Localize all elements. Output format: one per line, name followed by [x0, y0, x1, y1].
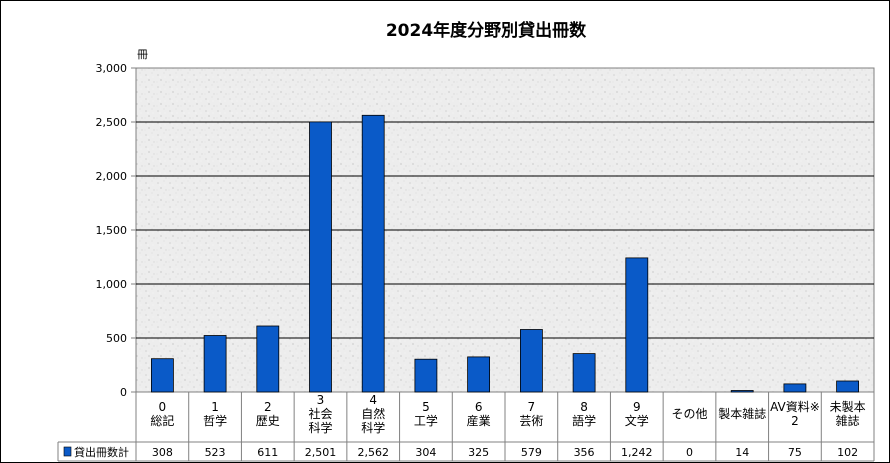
category-label: 科学 [361, 420, 385, 435]
category-label: 2 [264, 400, 272, 414]
category-label: 6 [475, 400, 483, 414]
category-label: 9 [633, 400, 641, 414]
category-label: 雑誌 [836, 413, 860, 428]
category-label: 自然 [361, 406, 385, 421]
bar [836, 380, 859, 393]
bar [414, 358, 438, 393]
legend-series-name: 貸出冊数計 [74, 445, 129, 459]
category-label: その他 [671, 407, 707, 421]
data-value-label: 1,242 [621, 446, 653, 459]
category-label: 2 [791, 414, 799, 428]
y-tick-label: 2,500 [96, 116, 128, 129]
category-label: 3 [317, 393, 325, 407]
bar [520, 329, 543, 393]
y-tick-label: 0 [120, 386, 127, 399]
bar [150, 358, 174, 393]
chart-title: 2024年度分野別貸出冊数 [386, 20, 587, 41]
category-label: 総記 [150, 413, 174, 428]
category-label: 8 [580, 400, 588, 414]
data-value-label: 523 [205, 446, 226, 459]
bar [625, 257, 649, 393]
data-value-label: 2,562 [357, 446, 389, 459]
category-label: 文学 [625, 413, 649, 428]
data-value-label: 611 [257, 446, 278, 459]
data-value-label: 0 [686, 446, 693, 459]
category-label: 未製本 [830, 400, 866, 414]
category-label: 製本雑誌 [718, 406, 766, 421]
category-label: 0 [159, 400, 167, 414]
data-value-label: 2,501 [305, 446, 337, 459]
category-label: 哲学 [203, 413, 227, 428]
bars [150, 114, 859, 393]
bar [467, 356, 491, 393]
bar [203, 335, 227, 393]
y-axis-ticks: 0 500 1,000 1,500 2,000 2,500 3,000 [96, 62, 136, 399]
bar [730, 390, 754, 393]
y-tick-label: 500 [106, 332, 127, 345]
bar [783, 383, 807, 393]
data-value-label: 102 [837, 446, 858, 459]
category-label: 産業 [467, 413, 491, 428]
y-tick-label: 2,000 [96, 170, 128, 183]
category-label: AV資料※ [770, 400, 820, 414]
category-label: 5 [422, 400, 430, 414]
bar [309, 121, 332, 393]
data-table: 0総記3081哲学5232歴史6113社会科学2,5014自然科学2,5625工… [57, 392, 875, 462]
category-label: 社会 [308, 406, 332, 421]
bar [572, 353, 596, 393]
data-value-label: 304 [415, 446, 436, 459]
category-label: 歴史 [256, 414, 280, 428]
data-value-label: 75 [788, 446, 802, 459]
legend-swatch [63, 446, 72, 457]
category-label: 芸術 [519, 414, 543, 428]
bar [361, 114, 385, 393]
data-value-label: 325 [468, 446, 489, 459]
y-tick-label: 3,000 [96, 62, 128, 75]
data-value-label: 356 [574, 446, 595, 459]
category-label: 4 [369, 393, 377, 407]
bar [256, 325, 280, 393]
data-value-label: 308 [152, 446, 173, 459]
data-value-label: 14 [735, 446, 749, 459]
category-label: 科学 [308, 420, 332, 435]
category-label: 1 [211, 400, 219, 414]
category-label: 7 [528, 400, 536, 414]
y-tick-label: 1,500 [96, 224, 128, 237]
category-label: 工学 [414, 413, 438, 428]
category-label: 語学 [572, 413, 596, 428]
data-value-label: 579 [521, 446, 542, 459]
y-tick-label: 1,000 [96, 278, 128, 291]
y-axis-unit-label: 冊 [137, 48, 148, 61]
table-legend-cell-bg [58, 442, 136, 461]
